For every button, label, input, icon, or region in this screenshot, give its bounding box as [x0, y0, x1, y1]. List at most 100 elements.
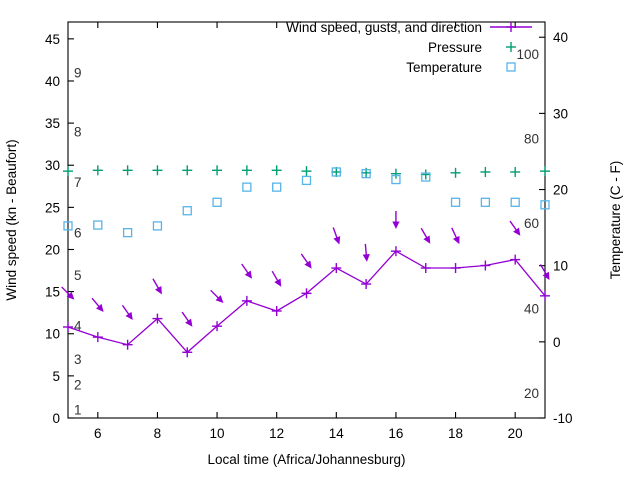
pressure-marker — [241, 165, 252, 176]
pressure-marker — [301, 166, 312, 177]
temperature-marker — [450, 197, 461, 207]
y-left-tick-label: 25 — [45, 200, 60, 215]
temperature-marker — [480, 197, 491, 207]
pressure-marker — [420, 169, 431, 180]
y-right-tick-label: 40 — [553, 30, 568, 45]
gust-direction-arrow — [152, 278, 162, 295]
fahrenheit-label: 60 — [524, 216, 539, 231]
y-right-tick-label: 20 — [553, 183, 568, 198]
y-left-tick-label: 30 — [45, 158, 60, 173]
x-tick-label: 8 — [154, 426, 162, 441]
legend-label-temperature: Temperature — [406, 60, 482, 75]
gust-direction-arrow — [362, 243, 370, 262]
gust-direction-arrow — [392, 211, 400, 229]
plot-frame — [67, 21, 546, 419]
gust-direction-arrow — [451, 227, 460, 245]
wind-speed-marker — [152, 313, 163, 324]
beaufort-label: 2 — [74, 377, 82, 392]
y-left-tick-label: 5 — [52, 369, 60, 384]
y-left-axis-label: Wind speed (kn - Beaufort) — [4, 139, 19, 300]
gust-direction-arrow — [271, 270, 282, 287]
beaufort-label: 3 — [74, 352, 82, 367]
y-right-tick-label: 10 — [553, 259, 568, 274]
y-left-tick-label: 45 — [45, 32, 60, 47]
temperature-marker — [212, 197, 222, 207]
y-left-tick-label: 0 — [52, 411, 60, 426]
x-tick-label: 10 — [210, 426, 225, 441]
y-left-tick-label: 10 — [45, 327, 60, 342]
legend-sample-temperature — [506, 62, 516, 72]
temperature-marker — [540, 200, 550, 210]
wind-speed-line — [67, 250, 546, 354]
gust-direction-arrow — [91, 297, 104, 312]
gust-direction-arrow — [241, 263, 253, 279]
x-tick-label: 20 — [508, 426, 523, 441]
temperature-marker — [152, 221, 163, 231]
pressure-marker — [540, 166, 550, 177]
wind-speed-marker — [390, 246, 401, 257]
pressure-marker — [152, 165, 163, 176]
wind-speed-marker — [420, 263, 431, 274]
temperature-marker — [301, 175, 312, 186]
fahrenheit-label: 20 — [524, 386, 539, 401]
temperature-marker — [391, 174, 401, 185]
wind-speed-marker — [450, 263, 461, 274]
wind-speed-marker — [301, 288, 312, 299]
wind-speed-marker — [122, 339, 133, 350]
beaufort-label: 1 — [74, 403, 82, 418]
pressure-marker — [480, 166, 491, 177]
pressure-marker — [271, 165, 282, 176]
y-right-axis-label: Temperature (C - F) — [608, 161, 623, 280]
y-left-tick-label: 20 — [45, 242, 60, 257]
wind-speed-marker — [241, 295, 252, 306]
y-left-tick-label: 15 — [45, 285, 60, 300]
pressure-marker — [122, 165, 133, 176]
pressure-marker — [92, 165, 103, 176]
temperature-marker — [93, 220, 103, 230]
beaufort-label: 7 — [74, 175, 82, 190]
x-tick-label: 6 — [94, 426, 102, 441]
wind-speed-marker — [271, 305, 282, 316]
legend-sample-wind-marker — [506, 22, 516, 32]
wind-speed-marker — [361, 279, 372, 290]
gust-direction-arrow — [121, 304, 133, 321]
wind-speed-marker — [212, 321, 223, 332]
x-tick-label: 18 — [448, 426, 463, 441]
x-tick-label: 12 — [269, 426, 284, 441]
x-tick-label: 16 — [388, 426, 403, 441]
y-right-tick-label: -10 — [553, 411, 573, 426]
temperature-marker — [361, 169, 371, 179]
beaufort-label: 8 — [74, 125, 82, 140]
temperature-marker — [242, 182, 252, 192]
beaufort-label: 6 — [74, 226, 82, 241]
y-right-tick-label: 0 — [553, 335, 561, 350]
gust-direction-arrow — [509, 220, 521, 236]
pressure-marker — [331, 166, 342, 177]
wind-speed-marker — [510, 254, 521, 265]
wind-speed-marker — [480, 260, 491, 271]
fahrenheit-label: 80 — [524, 132, 539, 147]
fahrenheit-label: 40 — [524, 301, 539, 316]
temperature-marker — [272, 182, 282, 192]
wind-speed-marker — [63, 322, 73, 333]
gust-direction-arrow — [420, 227, 431, 244]
pressure-marker — [510, 166, 521, 177]
gust-direction-arrow — [332, 227, 341, 245]
pressure-marker — [450, 167, 461, 178]
beaufort-label: 4 — [74, 318, 82, 333]
temperature-marker — [510, 197, 520, 207]
pressure-marker — [63, 166, 73, 177]
legend-label-pressure: Pressure — [428, 40, 482, 55]
x-axis-label: Local time (Africa/Johannesburg) — [207, 452, 405, 467]
pressure-marker — [212, 165, 223, 176]
gust-direction-arrow — [300, 253, 312, 269]
pressure-marker — [390, 168, 401, 179]
gust-direction-arrow — [539, 264, 550, 281]
temperature-marker — [182, 206, 192, 216]
beaufort-label: 5 — [74, 268, 82, 283]
gust-direction-arrow — [210, 289, 224, 304]
wind-speed-marker — [92, 332, 103, 343]
wind-speed-marker — [331, 263, 342, 274]
